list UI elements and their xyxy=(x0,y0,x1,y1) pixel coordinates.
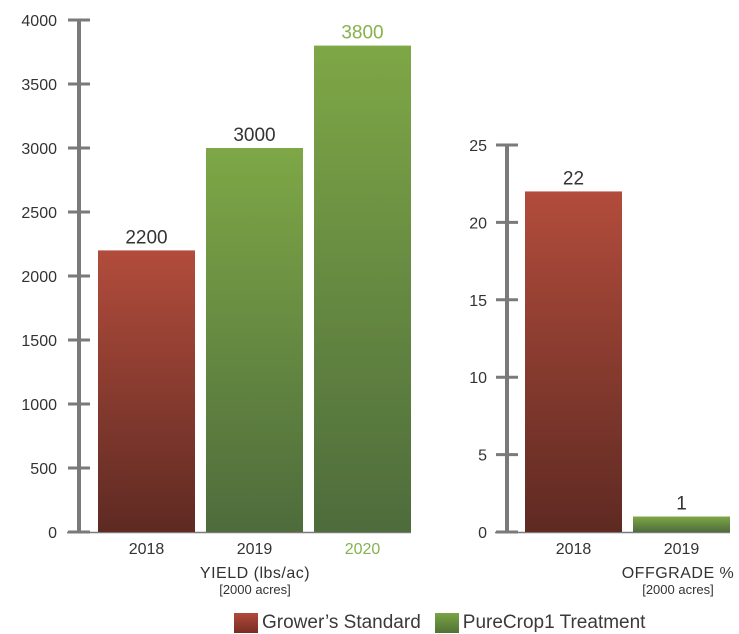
y-tick-label: 2000 xyxy=(21,269,57,286)
legend-item-purecrop: PureCrop1 Treatment xyxy=(434,612,646,634)
legend-label-grower: Grower’s Standard xyxy=(262,612,421,633)
yield-chart: 0 500 1000 1500 2000 2500 3000 3500 4000 2200 2018… xyxy=(21,13,411,597)
data-label: 2200 xyxy=(125,227,167,248)
y-tick-label: 25 xyxy=(469,138,487,155)
legend-item-grower: Grower’s Standard xyxy=(234,612,421,634)
y-tick-label: 1500 xyxy=(21,333,57,350)
x-tick-label: 2018 xyxy=(556,541,592,558)
data-label: 1 xyxy=(676,494,687,515)
y-tick-label: 4000 xyxy=(21,13,57,30)
y-tick-label: 20 xyxy=(469,215,487,232)
x-tick-label: 2019 xyxy=(237,541,273,558)
legend-swatch-grower xyxy=(234,613,258,633)
y-tick-label: 3500 xyxy=(21,77,57,94)
data-label: 22 xyxy=(563,168,584,189)
y-tick-label: 2500 xyxy=(21,205,57,222)
bar-purecrop-2019 xyxy=(206,148,303,532)
bar-grower-2018 xyxy=(525,191,622,532)
y-tick-label: 3000 xyxy=(21,141,57,158)
data-label: 3800 xyxy=(341,23,383,44)
bar-purecrop-2019 xyxy=(633,516,730,532)
x-tick-label: 2018 xyxy=(129,541,165,558)
y-tick-label: 5 xyxy=(478,448,487,465)
legend: Grower’s Standard PureCrop1 Treatment xyxy=(234,612,659,634)
y-tick-label: 500 xyxy=(30,461,57,478)
x-axis-title: YIELD (lbs/ac) xyxy=(200,565,310,582)
legend-label-purecrop: PureCrop1 Treatment xyxy=(462,612,646,633)
x-tick-label: 2019 xyxy=(664,541,700,558)
x-axis-title: OFFGRADE % xyxy=(622,565,735,582)
y-tick-label: 15 xyxy=(469,293,487,310)
data-label: 3000 xyxy=(233,125,275,146)
x-axis-subtitle: [2000 acres] xyxy=(219,582,291,597)
bar-grower-2018 xyxy=(98,250,195,532)
legend-swatch-purecrop xyxy=(434,613,459,633)
offgrade-chart: 0 5 10 15 20 25 22 2018 1 2019 OFFGRADE %[2000 acr… xyxy=(469,138,734,597)
y-tick-label: 1000 xyxy=(21,397,57,414)
bar-purecrop-2020 xyxy=(314,45,411,532)
x-tick-label: 2020 xyxy=(345,541,381,558)
y-tick-label: 0 xyxy=(48,525,57,542)
y-tick-label: 10 xyxy=(469,370,487,387)
y-tick-label: 0 xyxy=(478,525,487,542)
x-axis-subtitle: [2000 acres] xyxy=(642,582,714,597)
